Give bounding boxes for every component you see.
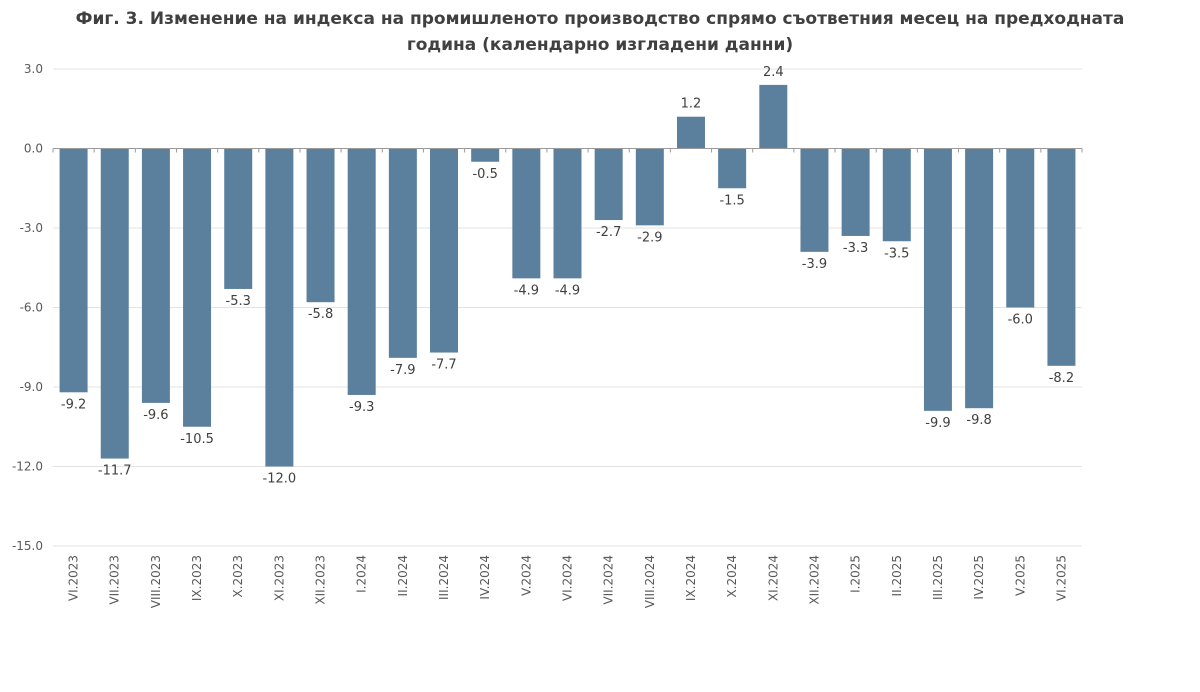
bar-value-label: -1.5: [719, 193, 744, 208]
chart-title-line-1: Фиг. 3. Изменение на индекса на промишле…: [75, 9, 1125, 29]
chart-title-line-2: година (календарно изгладени данни): [406, 35, 794, 55]
bar-value-label: -9.9: [925, 416, 950, 431]
bar: [1047, 148, 1076, 366]
x-tick-label: VI.2023: [67, 555, 81, 601]
x-axis-tick-labels: VI.2023 VII.2023 VIII.2023 IX.2023 X.2023 XI.…: [67, 555, 1069, 608]
bar: [59, 148, 88, 393]
bar: [388, 148, 417, 358]
bar-value-label: -9.3: [349, 400, 374, 415]
bar: [224, 148, 253, 289]
bar: [347, 148, 376, 395]
bar-value-label: -4.9: [514, 283, 539, 298]
bar: [965, 148, 994, 409]
y-tick-label: 3.0: [24, 62, 43, 76]
x-tick-label: XII.2023: [314, 555, 328, 605]
y-tick-label: -6.0: [20, 301, 43, 315]
x-tick-label: IX.2023: [190, 555, 204, 601]
bar-value-label: -2.9: [637, 230, 662, 245]
bar: [841, 148, 870, 236]
x-tick-label: VIII.2024: [643, 555, 657, 608]
bar-value-labels: -9.2 -11.7 -9.6 -10.5 -5.3 -12.0 -5.8 -9.3 -7.9 -…: [61, 65, 1074, 487]
bar-value-label: -9.6: [143, 408, 168, 423]
bar: [430, 148, 459, 353]
y-tick-label: -9.0: [20, 380, 43, 394]
x-tick-label: VII.2023: [108, 555, 122, 605]
bar-value-label: -11.7: [98, 464, 132, 479]
bar: [306, 148, 335, 303]
x-tick-label: IX.2024: [684, 555, 698, 601]
x-tick-label: VII.2024: [602, 555, 616, 605]
x-tick-label: VI.2025: [1054, 555, 1068, 601]
bar: [759, 84, 788, 149]
bar: [923, 148, 952, 411]
x-tick-label: XI.2024: [766, 555, 780, 601]
y-tick-label: -3.0: [20, 221, 43, 235]
bar: [141, 148, 170, 403]
bar: [635, 148, 664, 226]
bar-value-label: -0.5: [472, 167, 497, 182]
bar-value-label: -10.5: [180, 432, 214, 447]
bar: [718, 148, 747, 189]
bar-value-label: -7.7: [431, 358, 456, 373]
x-tick-label: III.2024: [437, 555, 451, 600]
y-tick-label: 0.0: [24, 142, 43, 156]
x-tick-label: XII.2024: [807, 555, 821, 605]
bar: [183, 148, 212, 427]
x-tick-label: VIII.2023: [149, 555, 163, 608]
bar-value-label: 2.4: [763, 65, 784, 80]
x-tick-label: X.2024: [725, 555, 739, 598]
y-tick-label: -12.0: [12, 460, 43, 474]
bar: [594, 148, 623, 221]
x-tick-label: X.2023: [231, 555, 245, 598]
bar-value-label: -8.2: [1049, 371, 1074, 386]
bar-value-label: -5.3: [226, 294, 251, 309]
x-tick-label: II.2024: [396, 555, 410, 596]
bars: [59, 84, 1076, 467]
bar: [512, 148, 541, 279]
x-tick-label: XI.2023: [272, 555, 286, 601]
zero-axis: [52, 148, 1083, 153]
bar: [471, 148, 500, 162]
bar-value-label: -9.2: [61, 397, 86, 412]
bar-value-label: -6.0: [1008, 313, 1033, 328]
x-tick-label: V.2025: [1013, 555, 1027, 596]
x-tick-label: VI.2024: [561, 555, 575, 601]
bar-value-label: -9.8: [966, 413, 991, 428]
bar: [1006, 148, 1035, 308]
bar: [676, 116, 705, 149]
bar-value-label: -7.9: [390, 363, 415, 378]
bar-value-label: -3.5: [884, 246, 909, 261]
x-tick-label: V.2024: [519, 555, 533, 596]
x-tick-label: I.2024: [355, 555, 369, 593]
bar-value-label: -3.3: [843, 241, 868, 256]
x-tick-label: I.2025: [849, 555, 863, 593]
y-tick-label: -15.0: [12, 539, 43, 553]
chart-title: Фиг. 3. Изменение на индекса на промишле…: [0, 6, 1200, 58]
bar: [553, 148, 582, 279]
bar: [882, 148, 911, 242]
bar-value-label: -2.7: [596, 225, 621, 240]
bar-value-label: -3.9: [802, 257, 827, 272]
bar-value-label: -12.0: [263, 472, 297, 487]
bar: [265, 148, 294, 467]
x-tick-label: III.2025: [931, 555, 945, 600]
y-axis-tick-labels: 3.0 0.0 -3.0 -6.0 -9.0 -12.0 -15.0: [12, 62, 43, 553]
bar-value-label: 1.2: [681, 97, 702, 112]
x-tick-label: IV.2025: [972, 555, 986, 600]
bar: [100, 148, 129, 459]
x-tick-label: IV.2024: [478, 555, 492, 600]
bar-value-label: -5.8: [308, 307, 333, 322]
x-tick-label: II.2025: [890, 555, 904, 596]
bar-value-label: -4.9: [555, 283, 580, 298]
bar: [800, 148, 829, 252]
